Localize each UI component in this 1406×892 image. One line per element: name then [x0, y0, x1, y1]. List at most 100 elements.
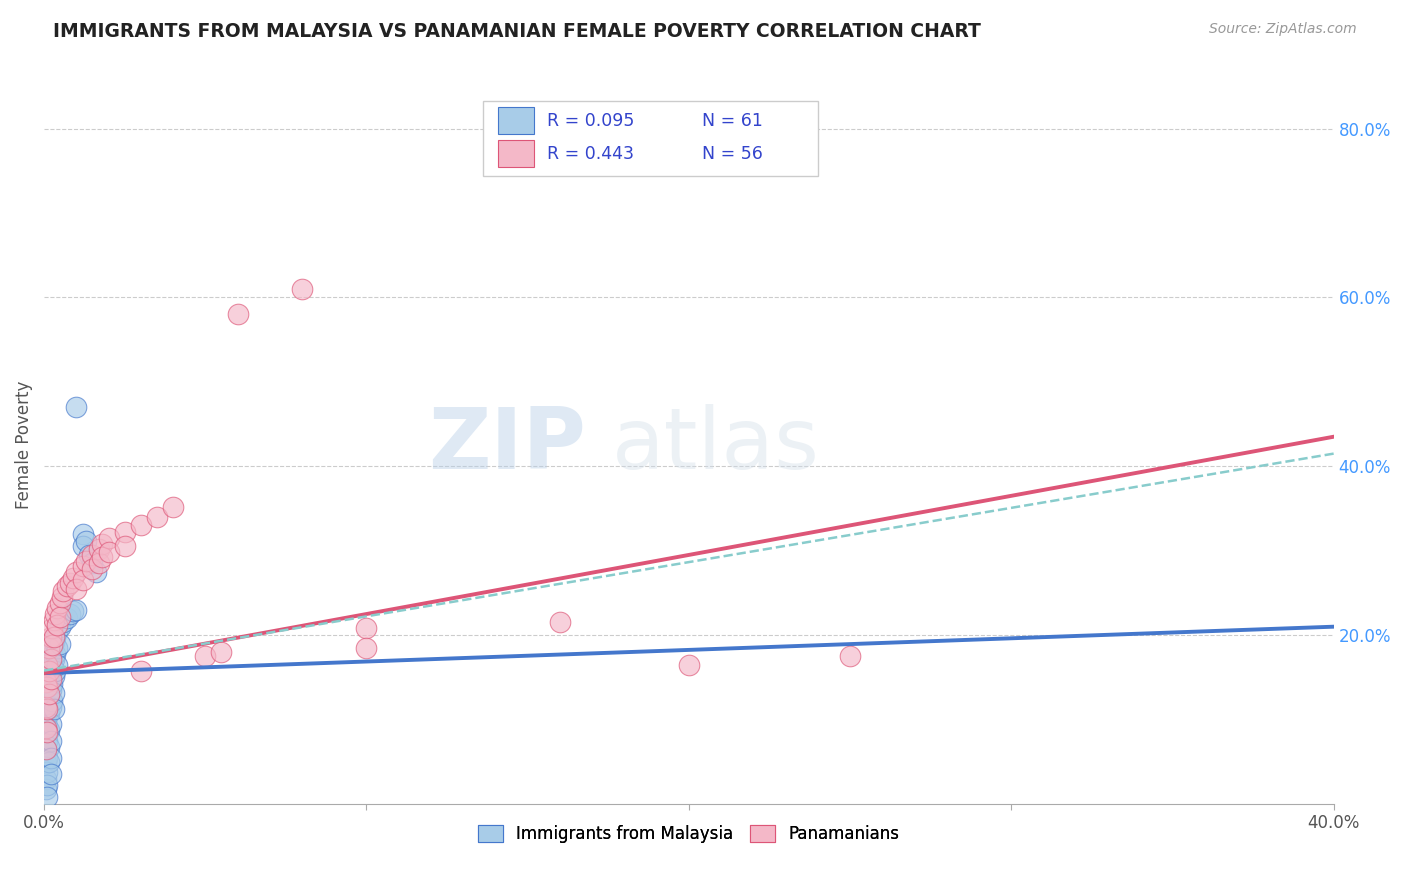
Point — [38, 687, 60, 701]
Point — [37, 704, 59, 718]
Point — [44, 607, 66, 621]
Point — [44, 630, 66, 644]
Point — [87, 541, 110, 556]
Point — [37, 657, 59, 672]
Point — [65, 603, 87, 617]
Point — [38, 674, 60, 689]
Bar — [482, 101, 818, 176]
Point — [75, 533, 97, 548]
Point — [39, 672, 62, 686]
Point — [39, 630, 62, 644]
Point — [42, 702, 65, 716]
Point — [59, 607, 82, 621]
Point — [39, 733, 62, 747]
Point — [38, 739, 60, 754]
Point — [35, 781, 58, 796]
Point — [55, 579, 77, 593]
Point — [678, 657, 700, 672]
Point — [41, 621, 63, 635]
Point — [97, 545, 120, 559]
Point — [82, 557, 104, 571]
Point — [72, 574, 94, 588]
Point — [65, 565, 87, 579]
Point — [42, 685, 65, 699]
Point — [291, 282, 314, 296]
Point — [114, 540, 136, 554]
Point — [42, 613, 65, 627]
Point — [209, 645, 232, 659]
Point — [42, 668, 65, 682]
Text: R = 0.095: R = 0.095 — [547, 112, 634, 130]
Point — [35, 756, 58, 771]
Point — [39, 716, 62, 731]
Point — [37, 725, 59, 739]
Point — [62, 571, 84, 585]
Point — [37, 733, 59, 747]
Point — [39, 652, 62, 666]
Point — [46, 624, 69, 638]
Text: R = 0.443: R = 0.443 — [547, 145, 634, 163]
Point — [72, 526, 94, 541]
Text: N = 61: N = 61 — [702, 112, 762, 130]
Point — [42, 652, 65, 666]
Point — [37, 750, 59, 764]
Point — [44, 664, 66, 678]
Point — [35, 699, 58, 714]
Point — [49, 596, 72, 610]
Point — [37, 719, 59, 733]
Point — [49, 609, 72, 624]
Point — [35, 674, 58, 689]
Point — [194, 649, 217, 664]
Point — [37, 764, 59, 779]
Point — [46, 657, 69, 672]
Point — [46, 601, 69, 615]
Point — [37, 702, 59, 716]
Point — [162, 500, 184, 514]
Point — [37, 681, 59, 695]
Point — [35, 699, 58, 714]
Legend: Immigrants from Malaysia, Panamanians: Immigrants from Malaysia, Panamanians — [471, 818, 907, 849]
Point — [46, 618, 69, 632]
Y-axis label: Female Poverty: Female Poverty — [15, 381, 32, 509]
Point — [82, 562, 104, 576]
Point — [91, 537, 114, 551]
Point — [65, 582, 87, 596]
Point — [65, 400, 87, 414]
Point — [114, 525, 136, 540]
Point — [39, 683, 62, 698]
Point — [41, 677, 63, 691]
Text: N = 56: N = 56 — [702, 145, 762, 163]
Point — [38, 755, 60, 769]
Point — [49, 636, 72, 650]
Point — [46, 640, 69, 655]
Point — [44, 647, 66, 661]
Point — [42, 630, 65, 644]
Point — [77, 548, 100, 562]
Point — [72, 540, 94, 554]
Point — [37, 666, 59, 681]
Point — [52, 584, 75, 599]
Point — [82, 548, 104, 562]
Point — [91, 550, 114, 565]
Point — [37, 790, 59, 805]
Point — [35, 742, 58, 756]
Point — [839, 649, 862, 664]
Point — [35, 725, 58, 739]
Bar — [498, 140, 534, 168]
Point — [41, 638, 63, 652]
Bar — [498, 107, 534, 135]
Point — [38, 640, 60, 655]
Point — [37, 779, 59, 793]
Point — [62, 605, 84, 619]
Text: Source: ZipAtlas.com: Source: ZipAtlas.com — [1209, 22, 1357, 37]
Point — [39, 750, 62, 764]
Point — [35, 713, 58, 727]
Text: atlas: atlas — [612, 404, 820, 487]
Point — [39, 699, 62, 714]
Point — [75, 554, 97, 568]
Point — [38, 655, 60, 669]
Point — [35, 683, 58, 698]
Point — [87, 557, 110, 571]
Point — [38, 706, 60, 720]
Point — [129, 664, 152, 678]
